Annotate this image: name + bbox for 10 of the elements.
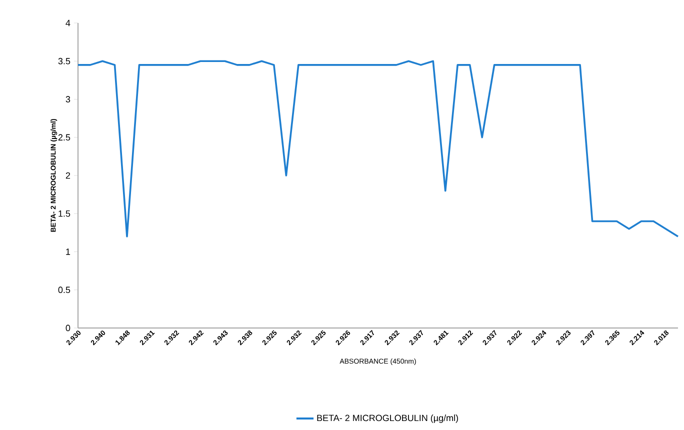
y-tick-label: 2	[66, 172, 70, 179]
y-tick-label: 1.5	[58, 210, 70, 217]
y-tick-label: 3.5	[58, 58, 70, 64]
y-tick-label: 4	[66, 20, 70, 26]
y-tick-label: 3	[66, 96, 70, 102]
y-tick-label: 0	[66, 324, 70, 332]
y-tick-label: 1	[66, 248, 70, 255]
legend-label: BETA- 2 MICROGLOBULIN (µg/ml)	[317, 414, 458, 423]
y-tick-label: 0.5	[58, 286, 70, 294]
y-tick-label: 2.5	[58, 134, 70, 141]
